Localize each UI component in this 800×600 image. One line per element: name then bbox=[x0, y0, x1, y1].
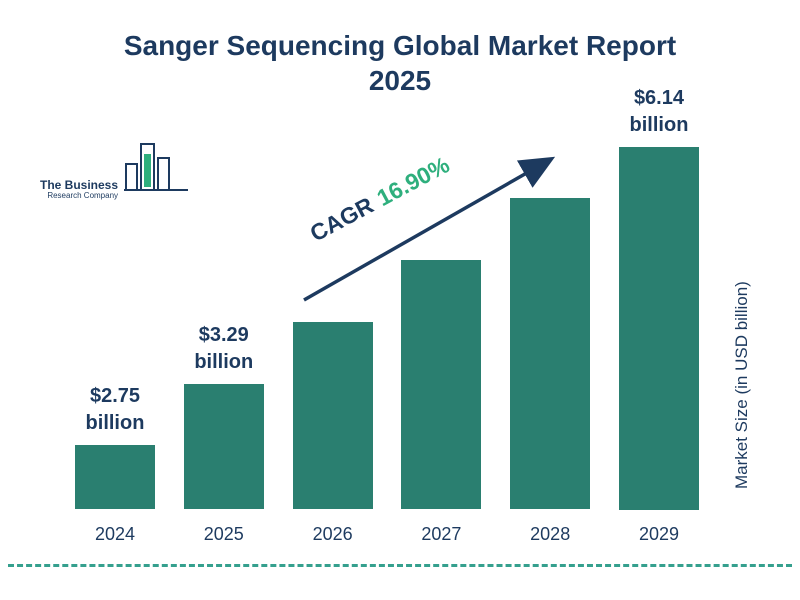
bar-2025 bbox=[183, 384, 264, 509]
bar-2028 bbox=[510, 198, 591, 509]
bar-2027 bbox=[401, 260, 482, 509]
logo-text: The Business Research Company bbox=[40, 178, 119, 201]
logo-line2: Research Company bbox=[47, 191, 119, 201]
bar-group-2025: $3.29 billion 2025 bbox=[183, 85, 264, 545]
bar-group-2026: 2026 bbox=[292, 85, 373, 545]
x-tick-label: 2026 bbox=[312, 524, 353, 544]
bar-group-2028: 2028 bbox=[510, 85, 591, 545]
logo-line1: The Business bbox=[40, 178, 119, 193]
bar-group-2027: 2027 bbox=[401, 85, 482, 545]
bar-value-label: $6.14 billion bbox=[629, 87, 689, 136]
bar-2024 bbox=[75, 445, 155, 509]
x-tick-label: 2024 bbox=[94, 524, 136, 544]
bar-2029 bbox=[618, 147, 699, 510]
logo-bar-chart-icon bbox=[124, 140, 190, 201]
bar-group-2024: $2.75 billion 2024 bbox=[75, 85, 155, 545]
x-tick-label: 2027 bbox=[421, 524, 462, 544]
bar-group-2029: $6.14 billion 2029 bbox=[618, 85, 699, 545]
x-tick-label: 2025 bbox=[203, 524, 244, 544]
x-tick-label: 2028 bbox=[530, 524, 571, 544]
logo: The Business Research Company bbox=[40, 140, 190, 201]
bar-value-label: $3.29 billion bbox=[194, 324, 254, 373]
y-axis-label: Market Size (in USD billion) bbox=[732, 281, 751, 489]
bottom-dashed-divider bbox=[8, 564, 792, 567]
bar-chart: $2.75 billion 2024 $3.29 billion 2025 2026 20… bbox=[75, 85, 699, 545]
cagr-trend-arrow bbox=[298, 148, 564, 313]
page-title: Sanger Sequencing Global Market Report 2… bbox=[123, 30, 677, 96]
bar-2026 bbox=[292, 322, 373, 509]
x-tick-label: 2029 bbox=[638, 524, 679, 544]
bar-value-label: $2.75 billion bbox=[85, 385, 145, 434]
